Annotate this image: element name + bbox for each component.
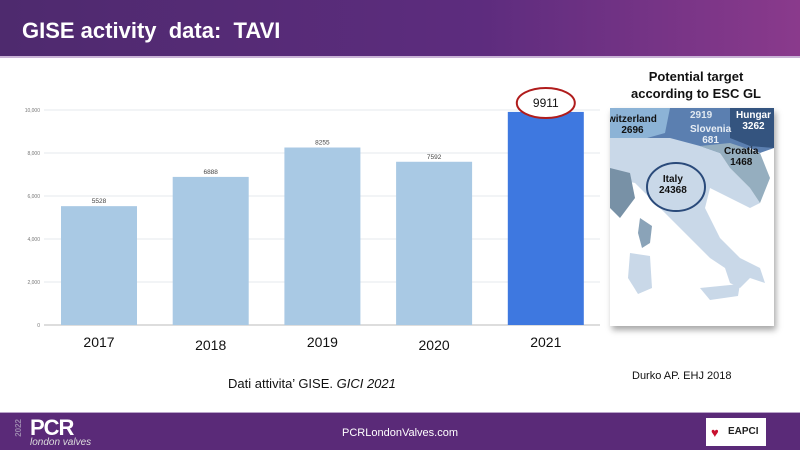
x-tick-label: 2019 bbox=[307, 334, 338, 350]
map-label-switzerland: witzerland 2696 bbox=[610, 114, 657, 136]
map-label-italy: Italy 24368 bbox=[659, 174, 687, 196]
website-link[interactable]: PCRLondonValves.com bbox=[342, 427, 458, 439]
pcr-logo: PCR bbox=[30, 415, 74, 440]
eapci-logo: ♥ EAPCI bbox=[706, 418, 766, 446]
header-bar: GISE activity data: TAVI bbox=[0, 0, 800, 58]
map-title: Potential target according to ESC GL bbox=[610, 68, 782, 102]
source-journal: GICI 2021 bbox=[336, 376, 396, 391]
bar-2018 bbox=[172, 176, 249, 325]
x-tick-label: 2020 bbox=[419, 337, 450, 353]
bar-2017 bbox=[61, 206, 137, 325]
map-label-hungary: Hungar 3262 bbox=[736, 110, 771, 132]
slide-title: GISE activity data: TAVI bbox=[22, 18, 281, 43]
pcr-logo-sub: london valves bbox=[30, 437, 92, 448]
highlight-circle bbox=[515, 87, 576, 119]
italy-map: witzerland 2696 2919 Hungar 3262 Slovenia 6… bbox=[610, 108, 774, 326]
map-title-line2: according to ESC GL bbox=[630, 86, 761, 101]
y-tick-label: 10,000 bbox=[25, 108, 41, 114]
y-tick-label: 0 bbox=[37, 323, 40, 329]
source-citation: Dati attivita’ GISE. GICI 2021 bbox=[228, 376, 396, 391]
map-label-slovenia: Slovenia 681 bbox=[690, 124, 732, 146]
y-tick-label: 4,000 bbox=[27, 237, 40, 243]
x-tick-label: 2018 bbox=[195, 337, 226, 353]
data-label: 7592 bbox=[427, 154, 442, 161]
source-text: Dati attivita’ GISE. bbox=[228, 376, 337, 391]
map-label-austria: 2919 bbox=[690, 110, 713, 121]
data-label: 8255 bbox=[315, 140, 330, 147]
map-label-croatia: Croatia 1468 bbox=[724, 146, 759, 168]
footer-bar: 2022 PCR london valves PCRLondonValves.c… bbox=[0, 412, 800, 450]
bar-2019 bbox=[284, 147, 361, 325]
bar-chart: 0 2,000 4,000 6,000 8,000 10,000 5528 2017 6888 2… bbox=[25, 87, 600, 353]
map-shapes bbox=[610, 108, 774, 326]
highlight-data-label: 9911 bbox=[533, 96, 559, 110]
x-tick-label: 2021 bbox=[530, 334, 561, 350]
map-title-line1: Potential target bbox=[648, 69, 744, 84]
map-citation: Durko AP. EHJ 2018 bbox=[632, 370, 732, 382]
data-label: 6888 bbox=[203, 169, 218, 176]
y-tick-label: 2,000 bbox=[27, 280, 40, 286]
x-tick-label: 2017 bbox=[83, 334, 114, 350]
y-tick-label: 8,000 bbox=[27, 151, 40, 157]
heart-icon: ♥ bbox=[711, 425, 719, 440]
data-label: 5528 bbox=[92, 198, 107, 205]
bar-2020 bbox=[396, 161, 473, 325]
y-tick-label: 6,000 bbox=[27, 194, 40, 200]
bar-2021 bbox=[507, 111, 584, 325]
